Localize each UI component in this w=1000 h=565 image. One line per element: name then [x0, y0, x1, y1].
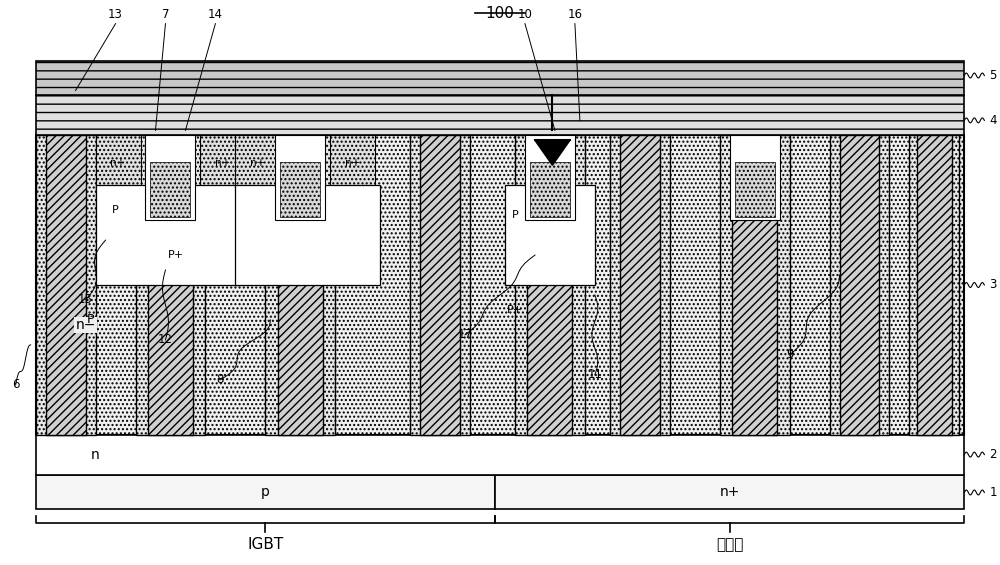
Bar	[36, 136, 96, 434]
Bar	[527, 136, 572, 434]
Bar	[917, 136, 952, 434]
Text: P: P	[87, 314, 94, 327]
Text: P+: P+	[167, 250, 184, 260]
Bar	[136, 136, 205, 434]
Text: n+: n+	[345, 158, 360, 168]
Text: 9: 9	[786, 348, 793, 362]
Bar	[36, 95, 964, 136]
Bar	[525, 136, 575, 220]
Text: 10: 10	[518, 8, 532, 21]
Bar	[730, 136, 780, 220]
Bar	[96, 185, 240, 285]
Bar	[36, 434, 964, 475]
Bar	[145, 136, 195, 220]
Text: P: P	[512, 210, 518, 220]
Bar	[330, 136, 375, 190]
Bar	[148, 136, 193, 434]
Bar	[278, 136, 323, 434]
Bar	[735, 162, 775, 217]
Bar	[530, 162, 570, 217]
Text: 17: 17	[458, 328, 473, 341]
Text: 4: 4	[989, 114, 997, 127]
Text: 8: 8	[217, 373, 224, 386]
Bar	[830, 136, 889, 434]
Text: IGBT: IGBT	[247, 537, 283, 552]
Text: p: p	[261, 485, 270, 499]
Text: 二极管: 二极管	[716, 537, 743, 552]
Bar	[46, 136, 86, 434]
Bar	[420, 136, 460, 434]
Text: 14: 14	[208, 8, 223, 21]
Bar	[505, 185, 595, 285]
Text: n+: n+	[719, 485, 740, 499]
Bar	[620, 136, 660, 434]
Bar	[235, 185, 380, 285]
Text: 100: 100	[486, 6, 514, 21]
Text: 5: 5	[989, 69, 997, 82]
Text: 15: 15	[78, 293, 93, 306]
Text: 11: 11	[587, 368, 602, 381]
Bar	[495, 475, 964, 510]
Text: n+: n+	[215, 158, 231, 168]
Bar	[200, 136, 245, 190]
Text: n−: n−	[75, 318, 96, 332]
Bar	[36, 136, 964, 434]
Bar	[840, 136, 879, 434]
Bar	[410, 136, 470, 434]
Bar	[265, 136, 335, 434]
Bar	[96, 136, 140, 190]
Text: 2: 2	[989, 448, 997, 461]
Text: P+: P+	[507, 305, 523, 315]
Bar	[235, 136, 280, 190]
Bar	[515, 136, 585, 434]
Text: 7: 7	[162, 8, 169, 21]
Text: 13: 13	[108, 8, 123, 21]
Text: P: P	[112, 205, 119, 215]
Text: n+: n+	[250, 158, 265, 168]
Bar	[36, 60, 964, 95]
Bar	[275, 136, 325, 220]
Text: n: n	[91, 447, 100, 462]
Polygon shape	[535, 140, 570, 166]
Bar	[909, 136, 959, 434]
Bar	[732, 136, 777, 434]
Bar	[280, 162, 320, 217]
Text: n+: n+	[110, 158, 126, 168]
Text: 16: 16	[567, 8, 582, 21]
Text: 3: 3	[989, 279, 997, 292]
Bar	[610, 136, 670, 434]
Text: 12: 12	[158, 333, 173, 346]
Bar	[150, 162, 190, 217]
Text: 6: 6	[12, 378, 19, 391]
Bar	[36, 475, 495, 510]
Text: 1: 1	[989, 486, 997, 499]
Bar	[720, 136, 790, 434]
